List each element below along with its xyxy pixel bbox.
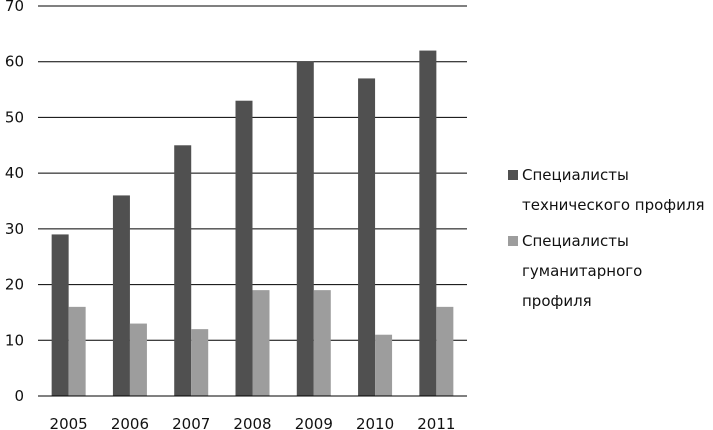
bar-humanities bbox=[375, 334, 393, 396]
bar-humanities bbox=[68, 306, 86, 396]
x-tick-label: 2009 bbox=[295, 415, 333, 430]
bar-humanities bbox=[129, 323, 147, 396]
y-tick-label: 10 bbox=[5, 331, 24, 349]
bar-technical bbox=[112, 195, 130, 396]
legend-swatch-humanities bbox=[508, 236, 518, 246]
y-tick-label: 30 bbox=[5, 220, 24, 238]
legend-item-technical: Специалисты технического профиля bbox=[508, 160, 713, 220]
y-tick-label: 0 bbox=[14, 387, 24, 405]
y-tick-label: 20 bbox=[5, 276, 24, 294]
legend-swatch-technical bbox=[508, 170, 518, 180]
bar-technical bbox=[174, 145, 192, 396]
bar-technical bbox=[296, 61, 314, 396]
bars bbox=[51, 50, 454, 396]
y-tick-label: 70 bbox=[5, 0, 24, 15]
legend-label-technical: Специалисты технического профиля bbox=[522, 166, 705, 214]
bar-technical bbox=[419, 50, 437, 396]
x-tick-label: 2010 bbox=[356, 415, 394, 430]
bar-humanities bbox=[252, 290, 270, 396]
x-tick-label: 2005 bbox=[50, 415, 88, 430]
bar-humanities bbox=[191, 329, 209, 396]
bar-technical bbox=[235, 100, 253, 396]
bar-technical bbox=[358, 78, 376, 396]
y-axis-ticks: 0 10 20 30 40 50 60 70 bbox=[5, 0, 24, 405]
bar-humanities bbox=[436, 306, 454, 396]
y-tick-label: 50 bbox=[5, 108, 24, 126]
bar-technical bbox=[51, 234, 69, 396]
x-tick-label: 2011 bbox=[417, 415, 455, 430]
legend-label-humanities: Специалисты гуманитарного профиля bbox=[522, 232, 643, 310]
y-tick-label: 40 bbox=[5, 164, 24, 182]
x-tick-label: 2007 bbox=[172, 415, 210, 430]
x-tick-label: 2008 bbox=[233, 415, 271, 430]
x-tick-label: 2006 bbox=[111, 415, 149, 430]
bar-humanities bbox=[313, 290, 331, 396]
y-tick-label: 60 bbox=[5, 53, 24, 71]
legend: Специалисты технического профиля Специал… bbox=[508, 160, 713, 322]
legend-item-humanities: Специалисты гуманитарного профиля bbox=[508, 226, 713, 316]
x-axis-ticks: 2005 2006 2007 2008 2009 2010 2011 bbox=[50, 415, 456, 430]
